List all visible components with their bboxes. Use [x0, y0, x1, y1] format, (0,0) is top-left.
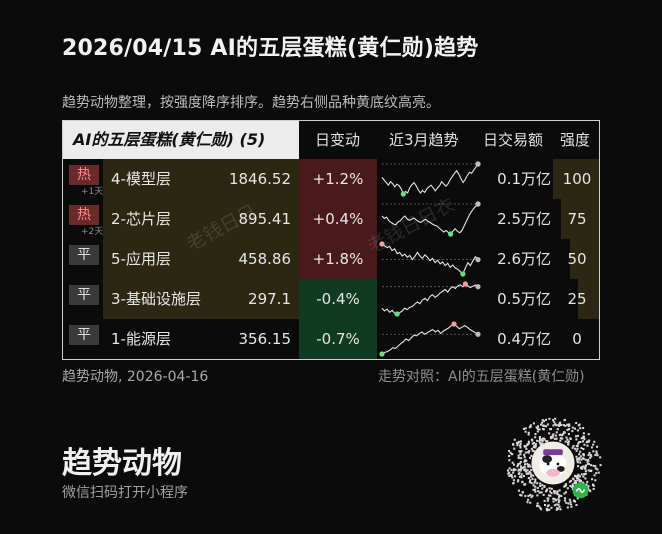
name-cell: 1-能源层 356.15 [103, 319, 299, 359]
trend-sparkline [381, 201, 481, 237]
sparkline-path [381, 283, 479, 315]
strength-bar [570, 239, 599, 279]
table-row: 平 5-应用层 458.86 +1.8% 2.6万亿 50 [63, 239, 599, 279]
col-change-header: 日变动 [315, 131, 361, 149]
sparkline-path [381, 243, 479, 275]
status-badge: 平 [69, 285, 99, 305]
table-row: 平 3-基础设施层 297.1 -0.4% 0.5万亿 25 [63, 279, 599, 319]
footer-compare: 走势对照：AI的五层蛋糕(黄仁勋) [378, 369, 585, 385]
row-strength: 50 [567, 250, 587, 268]
row-price: 356.15 [238, 330, 292, 348]
sparkline-end-dot [475, 331, 481, 337]
strength-bar [578, 279, 599, 319]
footer-source: 趋势动物, 2026-04-16 [62, 369, 209, 385]
row-name: 5-应用层 [111, 250, 171, 268]
row-strength: 100 [562, 170, 592, 188]
sparkline-low-dot [447, 231, 454, 237]
trend-sparkline [381, 161, 481, 197]
table-header: AI的五层蛋糕(黄仁勋) (5) 日变动 近3月趋势 日交易额 强度 [63, 121, 599, 159]
col-volume-header: 日交易额 [483, 131, 544, 149]
row-name: 2-芯片层 [111, 210, 171, 228]
sparkline-low-dot [379, 351, 385, 357]
status-badge: 平 [69, 245, 99, 265]
sparkline-low-dot [400, 191, 406, 197]
table-name-header: AI的五层蛋糕(黄仁勋) (5) [63, 121, 299, 159]
name-cell: 5-应用层 458.86 [103, 239, 299, 279]
row-name: 1-能源层 [111, 330, 171, 348]
row-volume: 0.4万亿 [497, 330, 551, 348]
name-cell: 2-芯片层 895.41 [103, 199, 299, 239]
row-price: 895.41 [238, 210, 292, 228]
row-volume: 2.5万亿 [497, 210, 551, 228]
row-strength: 25 [567, 290, 587, 308]
row-price: 458.86 [238, 250, 292, 268]
sparkline-low-dot [460, 271, 466, 277]
row-price: 297.1 [248, 290, 291, 308]
name-cell: 3-基础设施层 297.1 [103, 279, 299, 319]
sparkline-low-dot [394, 311, 400, 317]
miniprogram-qr-code[interactable] [504, 414, 602, 512]
trend-sparkline [379, 241, 481, 277]
sparkline-end-dot [475, 257, 481, 263]
badge-days: +1天 [81, 187, 104, 197]
sparkline-path [381, 203, 479, 235]
page-subtitle: 趋势动物整理，按强度降序排序。趋势右侧品种黄底纹高亮。 [62, 95, 440, 111]
status-badge: 热 [69, 205, 99, 225]
row-strength: 0 [572, 330, 582, 348]
row-volume: 0.5万亿 [497, 290, 551, 308]
table-row: 热 +1天 4-模型层 1846.52 +1.2% 0.1万亿 100 [63, 159, 599, 199]
sparkline-end-dot [475, 201, 481, 207]
brand-subtitle: 微信扫码打开小程序 [62, 485, 188, 501]
trend-table: AI的五层蛋糕(黄仁勋) (5) 日变动 近3月趋势 日交易额 强度 热 +1天… [62, 120, 600, 360]
cow-avatar-icon [539, 449, 567, 477]
sparkline-high-dot [451, 321, 457, 327]
col-trend-header: 近3月趋势 [389, 131, 459, 149]
table-row: 热 +2天 2-芯片层 895.41 +0.4% 2.5万亿 75 [63, 199, 599, 239]
page-title: 2026/04/15 AI的五层蛋糕(黄仁勋)趋势 [62, 36, 479, 61]
row-name: 3-基础设施层 [111, 290, 201, 308]
row-change: -0.4% [299, 279, 377, 319]
status-badge: 平 [69, 325, 99, 345]
row-change: +0.4% [299, 199, 377, 239]
brand-name: 趋势动物 [62, 446, 182, 481]
row-strength: 75 [567, 210, 587, 228]
sparkline-end-dot [475, 284, 481, 290]
col-strength-header: 强度 [560, 131, 591, 149]
row-change: +1.2% [299, 159, 377, 199]
badge-days: +2天 [81, 227, 104, 237]
sparkline-path [381, 323, 479, 355]
sparkline-high-dot [462, 281, 468, 287]
row-name: 4-模型层 [111, 170, 171, 188]
row-change: +1.8% [299, 239, 377, 279]
wechat-miniprogram-icon [572, 482, 589, 499]
trend-sparkline [379, 321, 481, 357]
table-row: 平 1-能源层 356.15 -0.7% 0.4万亿 0 [63, 319, 599, 359]
row-volume: 0.1万亿 [497, 170, 551, 188]
sparkline-end-dot [475, 161, 481, 167]
row-volume: 2.6万亿 [497, 250, 551, 268]
strength-bar [553, 159, 599, 199]
name-cell: 4-模型层 1846.52 [103, 159, 299, 199]
row-change: -0.7% [299, 319, 377, 359]
sparkline-path [381, 163, 479, 196]
strength-bar [561, 199, 599, 239]
status-badge: 热 [69, 165, 99, 185]
sparkline-high-dot [379, 241, 385, 247]
row-price: 1846.52 [228, 170, 291, 188]
trend-sparkline [381, 281, 481, 317]
